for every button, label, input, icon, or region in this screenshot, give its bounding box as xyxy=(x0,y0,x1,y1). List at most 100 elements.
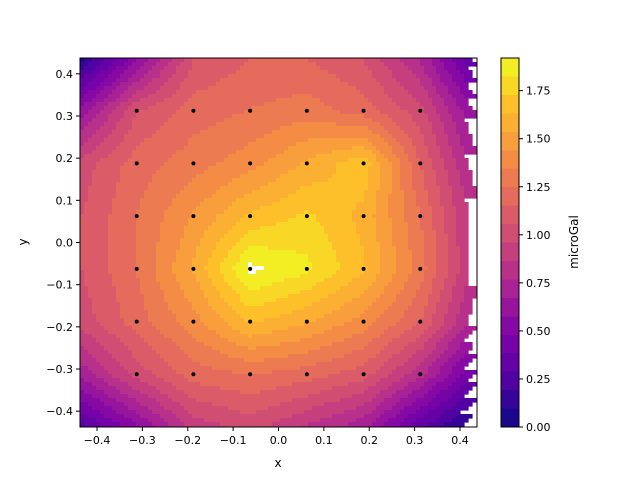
contour-cell xyxy=(380,270,397,275)
contour-cell xyxy=(432,350,445,355)
contour-cell xyxy=(80,110,89,115)
contour-cell xyxy=(380,150,393,155)
contour-cell xyxy=(272,282,317,287)
contour-cell xyxy=(392,170,401,175)
contour-cell xyxy=(368,182,381,187)
contour-cell xyxy=(460,138,473,143)
contour-cell xyxy=(424,186,441,191)
contour-cell xyxy=(248,58,309,63)
contour-cell xyxy=(292,414,333,419)
contour-cell xyxy=(88,90,101,95)
contour-cell xyxy=(444,362,457,367)
contour-cell xyxy=(392,234,409,239)
contour-cell xyxy=(460,86,469,91)
contour-cell xyxy=(136,214,165,219)
contour-cell xyxy=(436,90,449,95)
contour-cell xyxy=(136,70,149,75)
contour-cell xyxy=(228,206,261,211)
contour-cell xyxy=(288,354,345,359)
contour-cell xyxy=(404,214,421,219)
contour-cell xyxy=(416,338,429,343)
contour-cell xyxy=(176,250,197,255)
contour-cell xyxy=(464,94,477,99)
contour-cell xyxy=(360,242,381,247)
contour-cell xyxy=(116,190,145,195)
contour-cell xyxy=(420,334,433,339)
contour-cell xyxy=(436,330,449,335)
contour-cell xyxy=(428,294,441,299)
contour-cell xyxy=(312,182,369,187)
contour-cell xyxy=(460,266,469,271)
contour-cell xyxy=(136,250,157,255)
contour-cell xyxy=(408,382,425,387)
contour-cell xyxy=(212,282,229,287)
contour-cell xyxy=(432,398,449,403)
contour-cell xyxy=(260,226,325,231)
sample-point xyxy=(248,214,253,219)
contour-cell xyxy=(108,114,125,119)
contour-cell xyxy=(136,210,165,215)
contour-cell xyxy=(384,362,405,367)
contour-cell xyxy=(124,138,145,143)
contour-cell xyxy=(136,222,161,227)
contour-cell xyxy=(396,266,413,271)
sample-point xyxy=(304,319,309,324)
contour-cell xyxy=(192,306,213,311)
contour-cell xyxy=(296,250,337,255)
contour-cell xyxy=(448,266,461,271)
contour-cell xyxy=(120,142,141,147)
contour-cell xyxy=(440,390,457,395)
contour-cell xyxy=(392,222,409,227)
contour-cell xyxy=(456,66,469,71)
contour-cell xyxy=(80,350,89,355)
contour-cell xyxy=(80,106,93,111)
contour-cell xyxy=(448,262,461,267)
contour-cell xyxy=(400,334,421,339)
contour-cell xyxy=(404,210,421,215)
contour-cell xyxy=(172,382,201,387)
contour-cell xyxy=(116,86,129,91)
contour-cell xyxy=(396,154,409,159)
contour-cell xyxy=(316,214,353,219)
contour-cell xyxy=(436,134,449,139)
contour-cell xyxy=(172,398,197,403)
contour-cell xyxy=(424,358,437,363)
contour-cell xyxy=(376,226,393,231)
contour-cell xyxy=(352,278,377,283)
contour-cell xyxy=(80,118,93,123)
contour-cell xyxy=(364,254,381,259)
contour-cell xyxy=(100,422,121,427)
contour-cell xyxy=(184,422,221,427)
contour-cell xyxy=(160,414,177,419)
contour-cell xyxy=(372,282,389,287)
contour-cell xyxy=(428,410,445,415)
contour-cell xyxy=(240,410,257,415)
contour-cell xyxy=(440,338,453,343)
contour-cell xyxy=(356,366,381,371)
contour-cell xyxy=(416,202,429,207)
contour-cell xyxy=(392,162,401,167)
contour-cell xyxy=(428,146,441,151)
contour-cell xyxy=(372,142,389,147)
contour-cell xyxy=(388,130,405,135)
contour-cell xyxy=(132,82,149,87)
contour-cell xyxy=(448,182,461,187)
contour-cell xyxy=(444,322,457,327)
contour-cell xyxy=(380,378,401,383)
contour-cell xyxy=(432,206,445,211)
contour-cell xyxy=(288,146,353,151)
contour-cell xyxy=(428,90,437,95)
contour-cell xyxy=(380,186,393,191)
contour-cell xyxy=(332,358,369,363)
y-tick-label: −0.3 xyxy=(46,363,73,376)
contour-cell xyxy=(452,194,465,199)
contour-cell xyxy=(464,290,477,295)
contour-cell xyxy=(92,302,121,307)
contour-cell xyxy=(80,406,93,411)
contour-cell xyxy=(212,250,229,255)
contour-cell xyxy=(420,222,433,227)
contour-cell xyxy=(156,258,177,263)
contour-cell xyxy=(244,110,341,115)
contour-cell xyxy=(424,250,437,255)
contour-cell xyxy=(404,62,421,67)
